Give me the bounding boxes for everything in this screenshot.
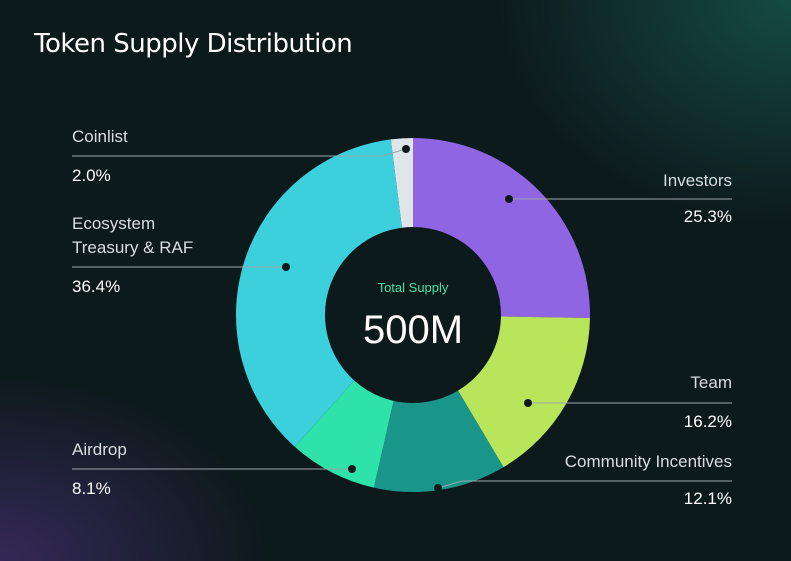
- leader-line-community-incentives: [437, 480, 732, 489]
- marker-dot-investors: [505, 195, 513, 203]
- slice-airdrop: [294, 380, 394, 488]
- center-caption: Total Supply: [378, 280, 449, 295]
- value-community-incentives: 12.1%: [684, 489, 732, 508]
- chart-title: Token Supply Distribution: [34, 29, 353, 59]
- value-ecosystem-treasury-raf: 36.4%: [72, 277, 120, 296]
- marker-dot-community-incentives: [434, 484, 442, 492]
- donut-slices: [236, 138, 590, 492]
- slice-ecosystem-treasury-raf: [236, 139, 402, 447]
- value-coinlist: 2.0%: [72, 166, 111, 185]
- leader-line-coinlist: [72, 148, 407, 157]
- slice-community-incentives: [373, 390, 504, 492]
- slice-coinlist: [390, 138, 413, 228]
- callouts: Investors 25.3% Team 16.2% Community Incenti…: [72, 127, 732, 508]
- label-investors: Investors: [663, 171, 732, 190]
- value-investors: 25.3%: [684, 207, 732, 226]
- slice-team: [457, 316, 590, 468]
- label-community-incentives: Community Incentives: [565, 452, 732, 471]
- label-ecosystem-treasury-raf: Ecosystem Treasury & RAF: [72, 214, 193, 257]
- marker-dot-airdrop: [348, 465, 356, 473]
- label-coinlist: Coinlist: [72, 127, 128, 146]
- marker-dot-ecosystem-treasury-raf: [282, 263, 290, 271]
- slice-investors: [413, 138, 590, 319]
- marker-dot-coinlist: [402, 145, 410, 153]
- label-team: Team: [690, 373, 732, 392]
- marker-dot-team: [524, 399, 532, 407]
- label-airdrop: Airdrop: [72, 440, 127, 459]
- value-team: 16.2%: [684, 412, 732, 431]
- center-total: 500M: [363, 308, 463, 352]
- value-airdrop: 8.1%: [72, 479, 111, 498]
